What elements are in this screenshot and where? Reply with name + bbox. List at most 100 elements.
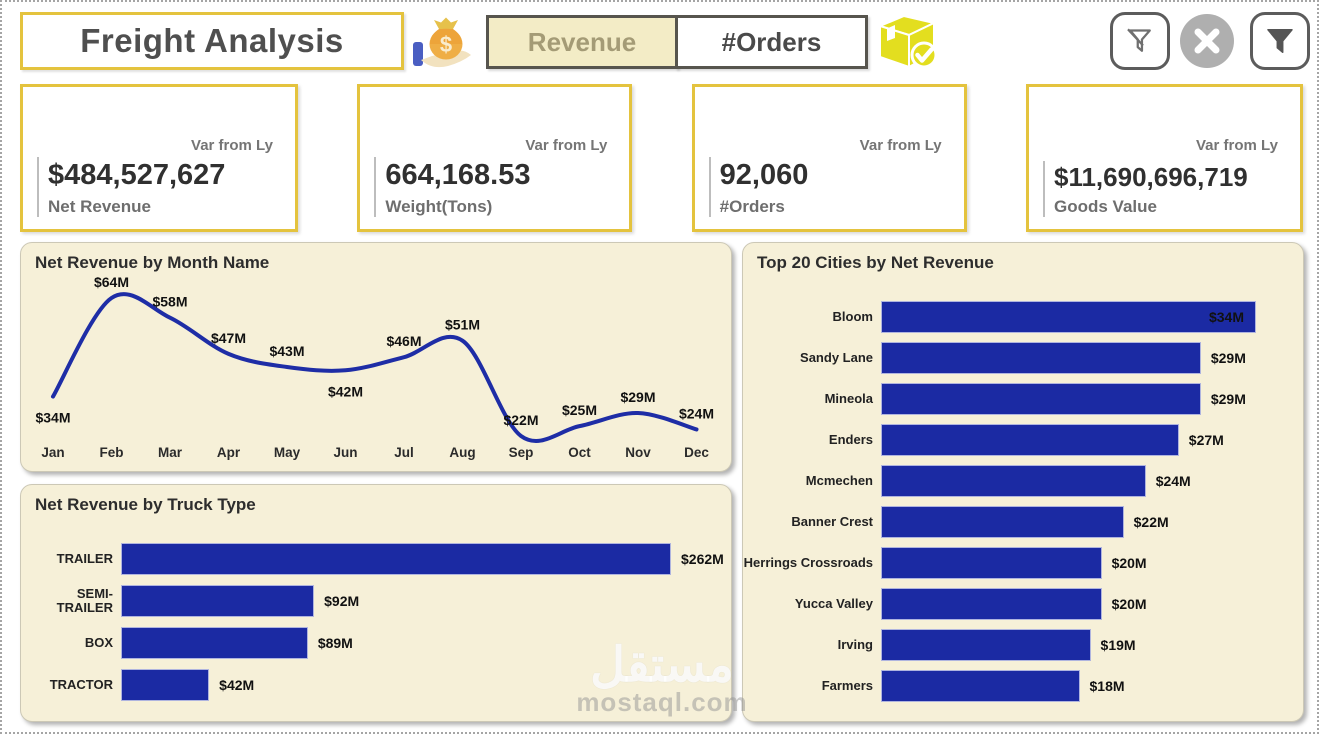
data-point-label: $42M [328,383,363,399]
bar-track: $19M [881,629,1303,661]
bar-track: $20M [881,588,1303,620]
bar-row: Irving $19M [743,629,1303,661]
bar-category-label: Mineola [824,391,873,407]
bar-category-label: Enders [828,432,873,448]
bar[interactable] [881,588,1102,620]
tab-revenue-label: Revenue [527,26,637,57]
bar-value-label: $29M [1210,350,1246,366]
bar-value-label: $92M [324,593,360,609]
bar-value-label: $19M [1100,637,1136,653]
bar-track: $27M [881,424,1303,456]
net-revenue-by-month-panel: Net Revenue by Month Name $34M Jan $64M Feb… [20,242,732,472]
bar-row: TRACTOR $42M [21,669,731,701]
x-axis-month-label: Jul [394,445,414,460]
bar-value-label: $27M [1188,432,1224,448]
bar-row: TRAILER $262M [21,543,731,575]
bar-category-label: TRACTOR [49,677,113,693]
kpi-label: Goods Value [1053,197,1157,216]
bar[interactable] [881,342,1201,374]
bar-value-label: $24M [1155,473,1191,489]
data-point-label: $46M [386,333,421,349]
bar-category-label: Herrings Crossroads [743,555,873,571]
kpi-value: 92,060 [719,158,809,191]
bar[interactable] [881,383,1201,415]
kpi-card-net-revenue: Var from Ly $484,527,627 Net Revenue [20,84,298,232]
bar[interactable] [881,670,1080,702]
bar[interactable] [121,627,308,659]
x-axis-month-label: Mar [158,445,183,460]
bar-track: $18M [881,670,1303,702]
data-point-label: $22M [503,412,538,428]
data-point-label: $43M [269,343,304,359]
kpi-label: Weight(Tons) [385,197,493,216]
bar[interactable] [881,301,1256,333]
clear-filter-button[interactable] [1110,12,1170,70]
bar-row: Bloom $34M [743,301,1303,333]
close-button[interactable] [1180,14,1234,68]
bar-category-label: BOX [84,635,113,651]
bar[interactable] [881,506,1124,538]
bar-row: Mineola $29M [743,383,1303,415]
bar-row: BOX $89M [21,627,731,659]
filter-button[interactable] [1250,12,1310,70]
money-bag-in-hand-icon: $ [413,17,471,68]
x-axis-month-label: Jan [41,445,64,460]
x-axis-month-label: Apr [217,445,241,460]
bar-row: SEMI-TRAILER $92M [21,585,731,617]
bar-category-label: Mcmechen [805,473,873,489]
data-point-label: $24M [679,405,714,421]
bar[interactable] [881,547,1102,579]
bar[interactable] [121,585,315,617]
kpi-var-label: Var from Ly [859,137,942,154]
data-point-label: $34M [35,410,70,426]
bar-track: $42M [121,669,731,701]
bar-category-label: Farmers [821,678,873,694]
bar-row: Farmers $18M [743,670,1303,702]
bar-track: $89M [121,627,731,659]
bar-value-label: $20M [1111,555,1147,571]
data-point-label: $29M [620,389,655,405]
bar-row: Herrings Crossroads $20M [743,547,1303,579]
x-axis-month-label: Jun [333,445,357,460]
bar-row: Yucca Valley $20M [743,588,1303,620]
bar-category-label: TRAILER [56,551,113,567]
bar-value-label: $34M [1208,309,1244,325]
bar[interactable] [881,465,1146,497]
page-title: Freight Analysis [80,22,344,59]
bar[interactable] [121,669,210,701]
x-axis-month-label: Sep [509,445,534,460]
data-point-label: $51M [445,317,480,333]
x-axis-month-label: Nov [625,445,651,460]
revenue-line[interactable] [51,292,699,443]
kpi-value: $11,690,696,719 [1053,161,1248,192]
data-point-label: $47M [211,330,246,346]
data-point-label: $25M [562,402,597,418]
bar[interactable] [881,424,1179,456]
monthly-revenue-line-chart[interactable]: $34M Jan $64M Feb $58M Mar $47M Apr $43M May $42M J… [21,243,733,473]
bar-row: Enders $27M [743,424,1303,456]
bar-value-label: $18M [1089,678,1125,694]
bar-track: $34M [881,301,1303,333]
tab-orders[interactable]: #Orders [675,15,868,69]
bar-value-label: $22M [1133,514,1169,530]
bar-row: Mcmechen $24M [743,465,1303,497]
kpi-card-orders: Var from Ly 92,060 #Orders [691,84,967,232]
bar-track: $262M [121,543,731,575]
bar-track: $92M [121,585,731,617]
net-revenue-by-truck-type-panel: Net Revenue by Truck Type TRAILER $262M SE… [20,484,732,722]
tab-revenue[interactable]: Revenue [486,15,678,69]
bar-category-label: Yucca Valley [794,596,873,612]
package-with-checkmark-icon [877,14,938,69]
bar-track: $29M [881,383,1303,415]
bar-category-label: Banner Crest [791,514,873,530]
bar-value-label: $89M [317,635,353,651]
kpi-row: Var from Ly $484,527,627 Net Revenue Var… [20,84,1303,232]
tab-orders-label: #Orders [721,26,822,57]
bar[interactable] [881,629,1091,661]
filter-clear-icon [1127,28,1151,52]
bar-value-label: $20M [1111,596,1147,612]
data-point-label: $64M [94,274,129,290]
svg-text:$: $ [440,32,452,57]
bar[interactable] [121,543,671,575]
